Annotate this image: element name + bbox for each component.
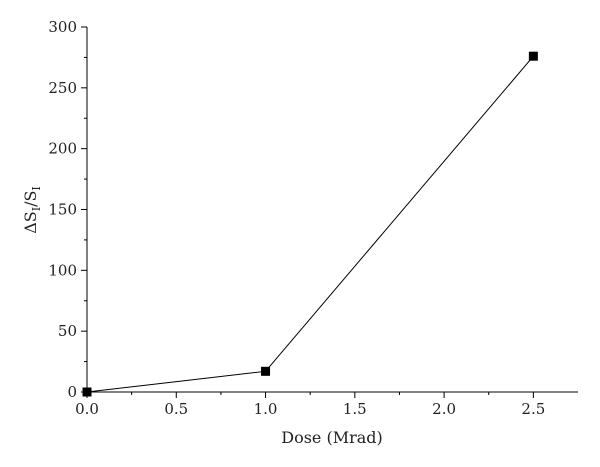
x-tick-label: 2.0 [432,400,456,418]
x-tick-label: 1.0 [254,400,278,418]
x-tick-label: 0.0 [75,400,99,418]
y-tick-label: 50 [58,322,77,340]
y-tick-label: 300 [48,18,77,36]
y-axis-title-sub: I [30,207,43,211]
series-line [86,55,534,393]
plot-frame [86,27,578,393]
y-axis-title-sub2: I [30,186,43,190]
y-axis-title-sep: / [21,201,40,207]
x-tick-label: 0.5 [164,400,188,418]
y-tick-label: 250 [48,79,77,97]
y-tick-label: 0 [67,383,77,401]
series-layer [82,51,538,397]
y-axis-title-var: S [21,211,40,222]
y-tick-label: 150 [48,201,77,219]
data-point-marker [82,387,92,397]
y-tick-label: 100 [48,261,77,279]
y-axis-title-var2: S [21,191,40,202]
x-tick-label: 2.5 [521,400,545,418]
data-point-marker [528,51,538,61]
x-tick-label: 1.5 [343,400,367,418]
y-ticks: 0 50 100 150 200 250 300 [48,18,87,401]
y-tick-label: 200 [48,140,77,158]
y-axis-title-delta: Δ [21,222,40,234]
y-axis-title: ΔSI/SI [21,186,43,234]
x-axis-title: Dose (Mrad) [281,428,383,447]
data-point-marker [261,366,271,376]
x-ticks: 0.0 0.5 1.0 1.5 2.0 2.5 [75,392,545,418]
